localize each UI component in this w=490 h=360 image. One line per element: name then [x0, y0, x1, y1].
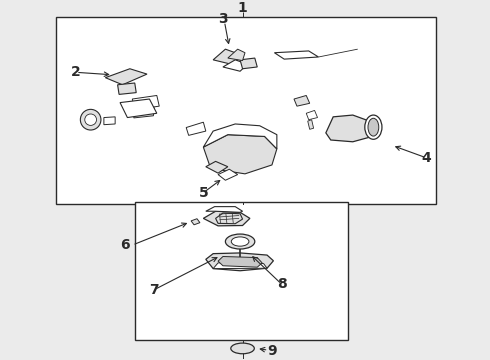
Polygon shape [218, 256, 262, 267]
Text: 4: 4 [421, 151, 431, 165]
Polygon shape [104, 117, 115, 125]
Polygon shape [218, 169, 238, 180]
Polygon shape [203, 135, 277, 174]
Polygon shape [223, 60, 247, 71]
Ellipse shape [225, 234, 255, 249]
Ellipse shape [365, 115, 382, 139]
Ellipse shape [368, 118, 379, 136]
Polygon shape [191, 219, 200, 225]
Polygon shape [118, 83, 136, 94]
Polygon shape [120, 99, 157, 118]
Text: 7: 7 [149, 283, 159, 297]
Polygon shape [213, 261, 267, 269]
Text: 8: 8 [277, 277, 287, 291]
Polygon shape [206, 161, 228, 173]
Polygon shape [206, 253, 273, 271]
Text: 1: 1 [238, 1, 247, 15]
Polygon shape [306, 111, 318, 120]
Polygon shape [213, 49, 240, 65]
Polygon shape [308, 120, 314, 129]
Polygon shape [105, 69, 147, 85]
Polygon shape [274, 51, 318, 59]
Bar [56, 17, 436, 204]
Text: 6: 6 [120, 238, 130, 252]
Polygon shape [294, 95, 310, 106]
Polygon shape [240, 58, 257, 69]
Text: 3: 3 [218, 12, 228, 26]
Polygon shape [326, 115, 372, 142]
Ellipse shape [80, 109, 101, 130]
Polygon shape [186, 122, 206, 135]
Polygon shape [203, 124, 277, 149]
Polygon shape [203, 211, 250, 226]
Polygon shape [206, 207, 243, 212]
Text: 5: 5 [198, 186, 208, 200]
Bar [135, 202, 348, 339]
Polygon shape [216, 213, 243, 224]
Polygon shape [132, 95, 159, 110]
Ellipse shape [85, 114, 97, 125]
Text: 9: 9 [267, 344, 277, 358]
Polygon shape [134, 108, 154, 118]
Polygon shape [236, 345, 249, 352]
Text: 2: 2 [71, 65, 81, 79]
Ellipse shape [231, 237, 249, 246]
Ellipse shape [231, 343, 254, 354]
Polygon shape [228, 49, 245, 60]
